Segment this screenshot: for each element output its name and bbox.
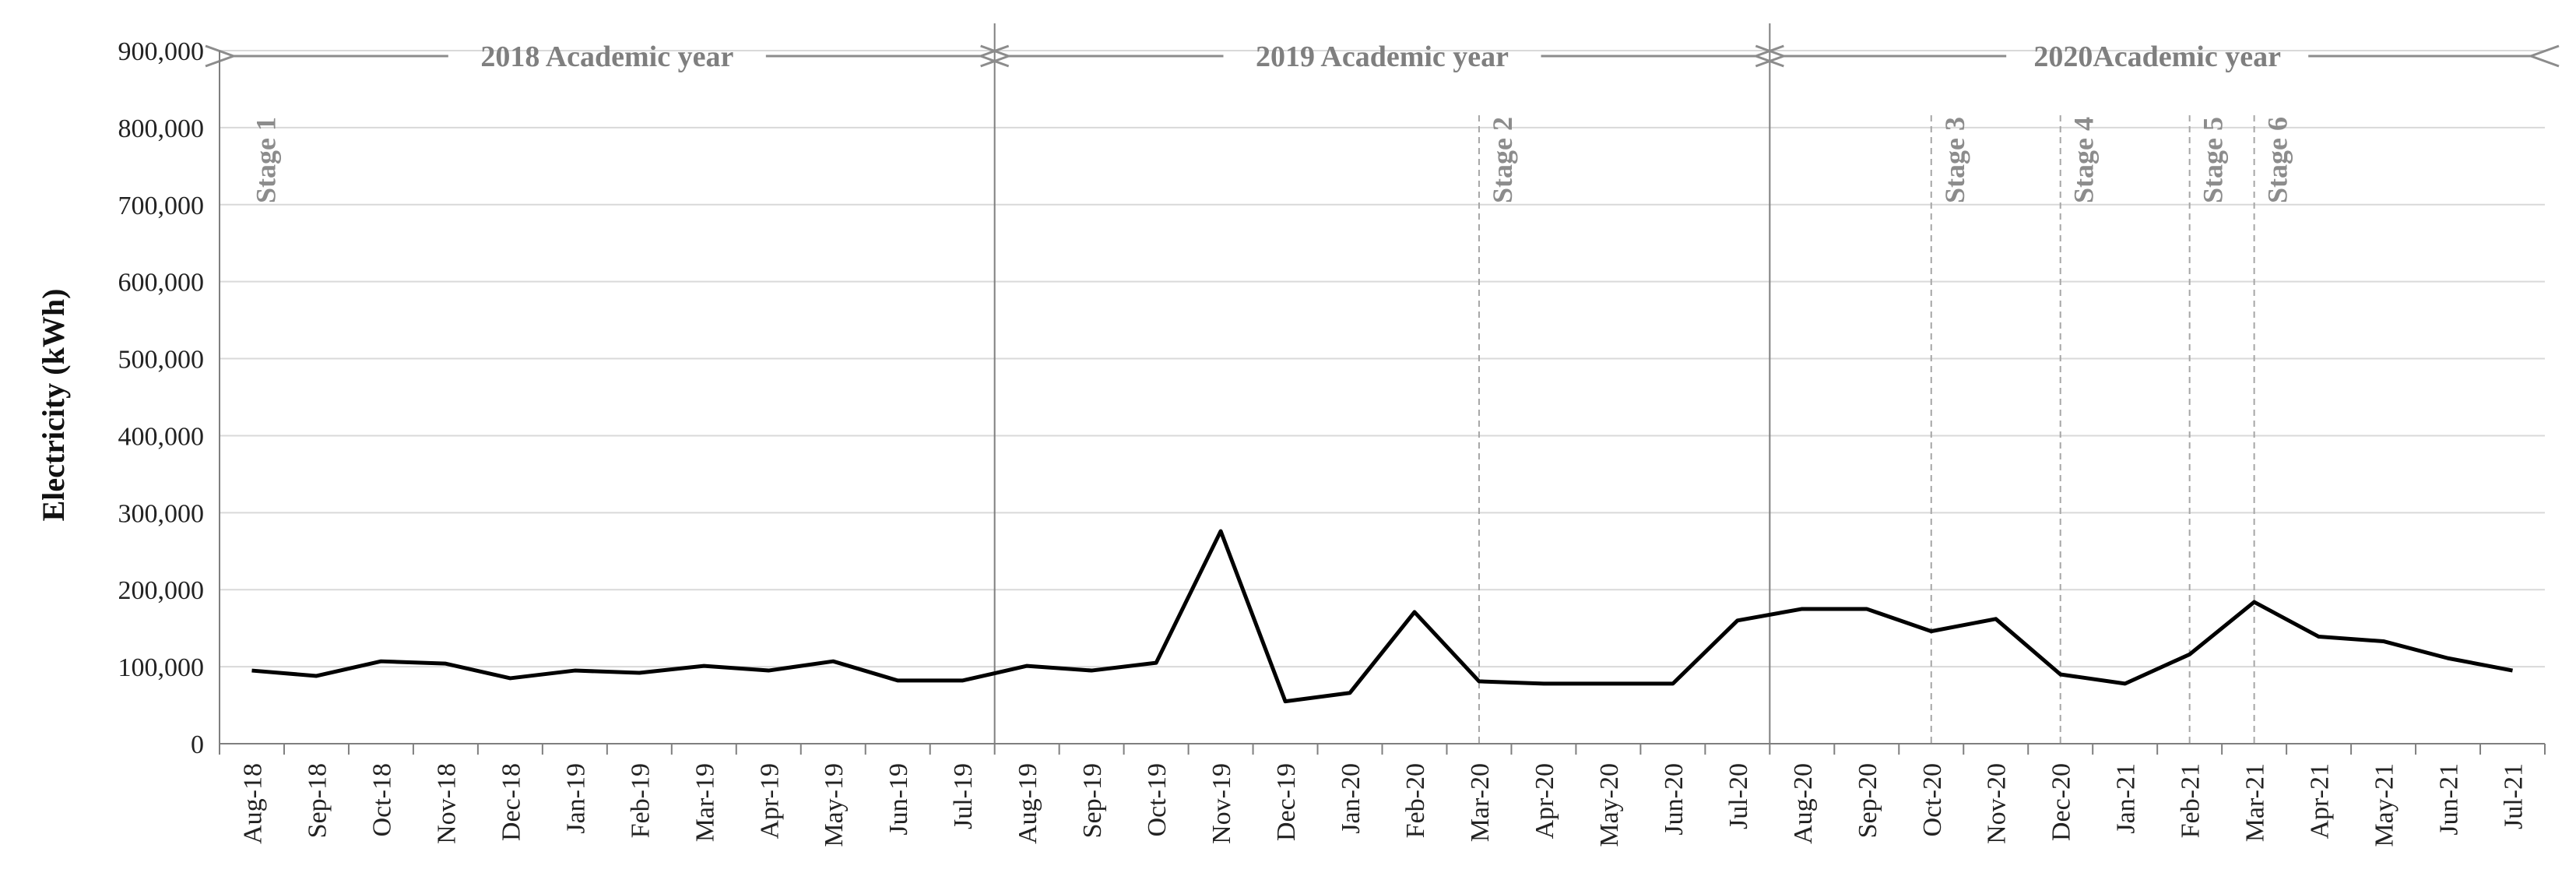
x-tick-label: Dec-20	[2047, 763, 2076, 841]
x-tick-label: Jul-20	[1724, 763, 1753, 829]
stage-layer: Stage 1 Stage 2 Stage 3 Stage 4 Stage 5 Stage…	[250, 115, 2293, 744]
x-tick-label: Oct-18	[367, 763, 396, 836]
x-tick-label: Jul-19	[949, 763, 978, 829]
x-tick-label: May-19	[820, 763, 849, 847]
stage-label: Stage 6	[2262, 117, 2293, 203]
x-tick-label: Sep-20	[1854, 763, 1882, 838]
y-tick-label: 300,000	[118, 499, 205, 528]
grid-layer	[220, 50, 2545, 668]
x-tick-label: Dec-19	[1272, 763, 1301, 841]
x-tick-label: Jan-20	[1337, 763, 1365, 834]
x-tick-label: Oct-20	[1918, 763, 1947, 836]
x-tick-label: Oct-19	[1143, 763, 1172, 836]
x-tick-label: May-20	[1595, 763, 1624, 847]
y-tick-label: 700,000	[118, 192, 205, 220]
y-tick-label: 400,000	[118, 422, 205, 451]
y-tick-label: 0	[191, 730, 204, 759]
stage-label: Stage 4	[2068, 117, 2100, 203]
y-tick-label: 100,000	[118, 653, 205, 682]
x-tick-label: Mar-21	[2241, 763, 2270, 842]
x-tick-label: Jun-21	[2435, 763, 2464, 836]
stage-label: Stage 5	[2198, 117, 2229, 203]
x-tick-label: Jan-19	[561, 763, 590, 834]
x-tick-label: Nov-20	[1983, 763, 2012, 844]
x-tick-label: Apr-19	[755, 763, 784, 839]
stage-label: Stage 3	[1939, 117, 1970, 203]
academic-year-label: 2020Academic year	[2033, 40, 2281, 73]
x-tick-label: Mar-20	[1466, 763, 1495, 842]
academic-year-divider-layer	[993, 23, 1771, 744]
y-tick-label: 200,000	[118, 576, 205, 605]
x-tick-label: Jun-19	[884, 763, 913, 836]
x-tick-label: Feb-20	[1401, 763, 1430, 838]
x-tick-label: May-21	[2370, 763, 2399, 847]
y-tick-label: 500,000	[118, 346, 205, 375]
series-layer	[251, 529, 2513, 704]
academic-year-label: 2018 Academic year	[480, 40, 733, 73]
x-tick-label: Mar-19	[691, 763, 719, 842]
academic-year-layer: 2018 Academic year 2019 Academic year 2020…	[234, 40, 2531, 73]
x-tick-label: Jun-20	[1660, 763, 1689, 836]
x-tick-label: Aug-18	[238, 763, 267, 844]
axis-layer: 0 100,000 200,000 300,000 400,000 500,000 600,…	[118, 37, 2546, 847]
x-tick-label: Sep-18	[303, 763, 332, 838]
x-tick-label: Jul-21	[2500, 763, 2529, 829]
y-axis-label: Electricity (kWh)	[36, 289, 71, 522]
x-tick-label: Aug-20	[1789, 763, 1818, 844]
x-tick-label: Apr-21	[2306, 763, 2335, 839]
x-tick-label: Jan-21	[2112, 763, 2141, 834]
x-tick-label: Sep-19	[1078, 763, 1107, 838]
series-line	[251, 529, 2513, 704]
academic-year-label: 2019 Academic year	[1256, 40, 1509, 73]
stage-label: Stage 2	[1487, 117, 1518, 203]
x-tick-label: Nov-19	[1207, 763, 1236, 844]
y-tick-label: 900,000	[118, 37, 205, 66]
y-tick-label: 600,000	[118, 269, 205, 297]
stage-label: Stage 1	[250, 117, 281, 203]
x-tick-label: Dec-18	[497, 763, 525, 841]
y-tick-label: 800,000	[118, 114, 205, 143]
x-tick-label: Feb-19	[626, 763, 655, 838]
x-tick-label: Apr-20	[1530, 763, 1559, 839]
x-tick-label: Nov-18	[432, 763, 461, 844]
x-tick-label: Feb-21	[2177, 763, 2205, 838]
x-tick-label: Aug-19	[1014, 763, 1042, 844]
